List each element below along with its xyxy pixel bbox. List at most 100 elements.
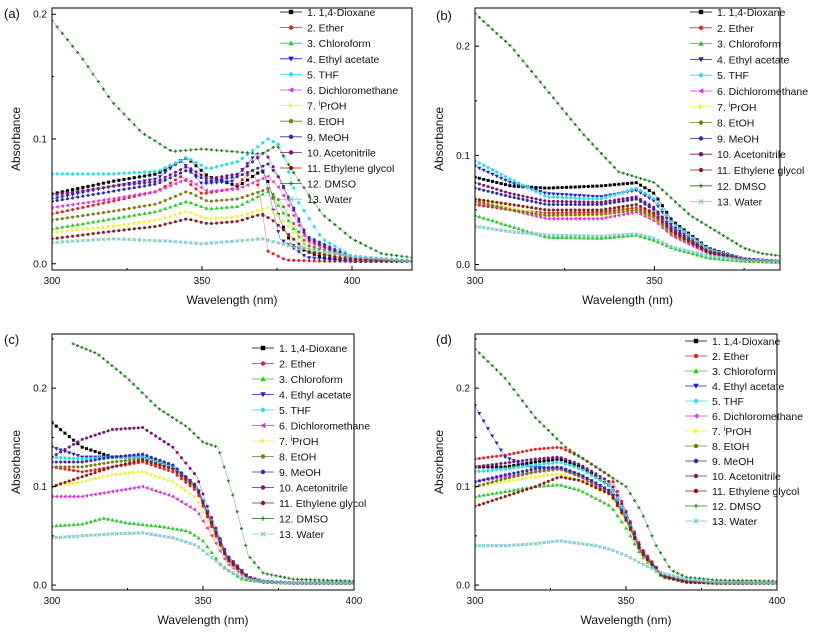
legend-label: 4. Ethyl acetate: [717, 54, 790, 66]
data-point: [296, 200, 301, 205]
data-point: [326, 581, 331, 585]
data-point: [260, 176, 265, 181]
data-point: [116, 237, 121, 241]
data-point: [516, 542, 521, 547]
data-point: [91, 183, 95, 187]
data-point: [565, 203, 568, 206]
data-point: [591, 210, 595, 214]
data-point: [765, 258, 769, 263]
data-point: [572, 451, 576, 455]
data-point: [147, 169, 152, 174]
data-point: [572, 478, 576, 482]
data-point: [148, 180, 152, 184]
data-point: [481, 543, 486, 548]
data-point: [555, 437, 559, 441]
data-point: [645, 564, 650, 569]
data-point: [67, 479, 71, 483]
data-point: [204, 216, 209, 221]
data-point: [352, 581, 354, 585]
data-point: [628, 492, 632, 496]
data-point: [520, 542, 525, 547]
x-axis-label: Wavelength (nm): [582, 293, 673, 307]
data-point: [111, 196, 116, 201]
data-point: [192, 494, 197, 499]
data-point: [589, 479, 593, 483]
data-point: [132, 193, 136, 198]
data-point: [225, 215, 229, 220]
data-point: [281, 186, 285, 190]
data-point: [136, 522, 141, 526]
data-point: [590, 196, 595, 201]
data-point: [322, 249, 327, 254]
data-point: [512, 182, 517, 186]
data-point: [86, 220, 90, 225]
data-point: [157, 407, 161, 411]
data-point: [710, 578, 714, 582]
data-point: [555, 539, 559, 543]
data-point: [137, 181, 141, 185]
data-point: [499, 172, 504, 177]
data-point: [54, 460, 58, 464]
data-point: [168, 239, 173, 244]
data-point: [615, 497, 620, 502]
data-point: [59, 460, 63, 464]
data-point: [603, 215, 608, 220]
data-point: [215, 178, 219, 182]
data-point: [512, 460, 516, 464]
data-point: [525, 458, 529, 462]
data-point: [556, 211, 560, 215]
data-point: [664, 242, 669, 247]
data-point: [543, 208, 547, 212]
legend-marker: [698, 183, 704, 188]
data-point: [166, 525, 171, 530]
data-point: [530, 206, 534, 210]
data-point: [111, 171, 116, 176]
data-point: [194, 241, 198, 246]
data-point: [656, 221, 660, 226]
data-point: [213, 541, 218, 546]
data-point: [490, 227, 495, 231]
data-point: [769, 259, 774, 263]
data-point: [671, 569, 675, 573]
data-point: [102, 452, 106, 456]
data-point: [745, 579, 749, 583]
data-point: [260, 140, 265, 145]
data-point: [573, 193, 578, 198]
data-point: [178, 201, 183, 206]
data-point: [60, 171, 65, 176]
data-point: [585, 470, 590, 475]
data-point: [240, 202, 245, 206]
data-point: [76, 189, 80, 193]
data-point: [612, 206, 616, 210]
data-point: [332, 258, 337, 262]
data-point: [145, 454, 149, 458]
data-point: [547, 213, 551, 217]
data-point: [542, 461, 547, 466]
data-point: [495, 181, 499, 185]
legend-marker: [288, 119, 294, 124]
legend-marker: [288, 56, 294, 62]
data-point: [338, 247, 342, 252]
y-axis-label: Absorbance: [432, 430, 446, 494]
data-point: [97, 457, 101, 461]
data-point: [276, 223, 280, 227]
data-point: [486, 543, 490, 548]
data-point: [564, 195, 569, 200]
data-point: [317, 254, 321, 258]
data-point: [312, 224, 317, 229]
data-point: [607, 488, 611, 492]
data-point: [179, 485, 184, 490]
data-point: [256, 213, 260, 217]
data-point: [529, 542, 533, 546]
data-point: [630, 198, 634, 202]
data-point: [573, 208, 577, 212]
data-point: [652, 205, 656, 209]
data-point: [551, 192, 556, 196]
data-point: [634, 197, 638, 201]
data-point: [677, 248, 682, 252]
data-point: [621, 234, 626, 238]
data-point: [542, 424, 546, 428]
data-point: [149, 523, 154, 527]
data-point: [534, 189, 538, 194]
